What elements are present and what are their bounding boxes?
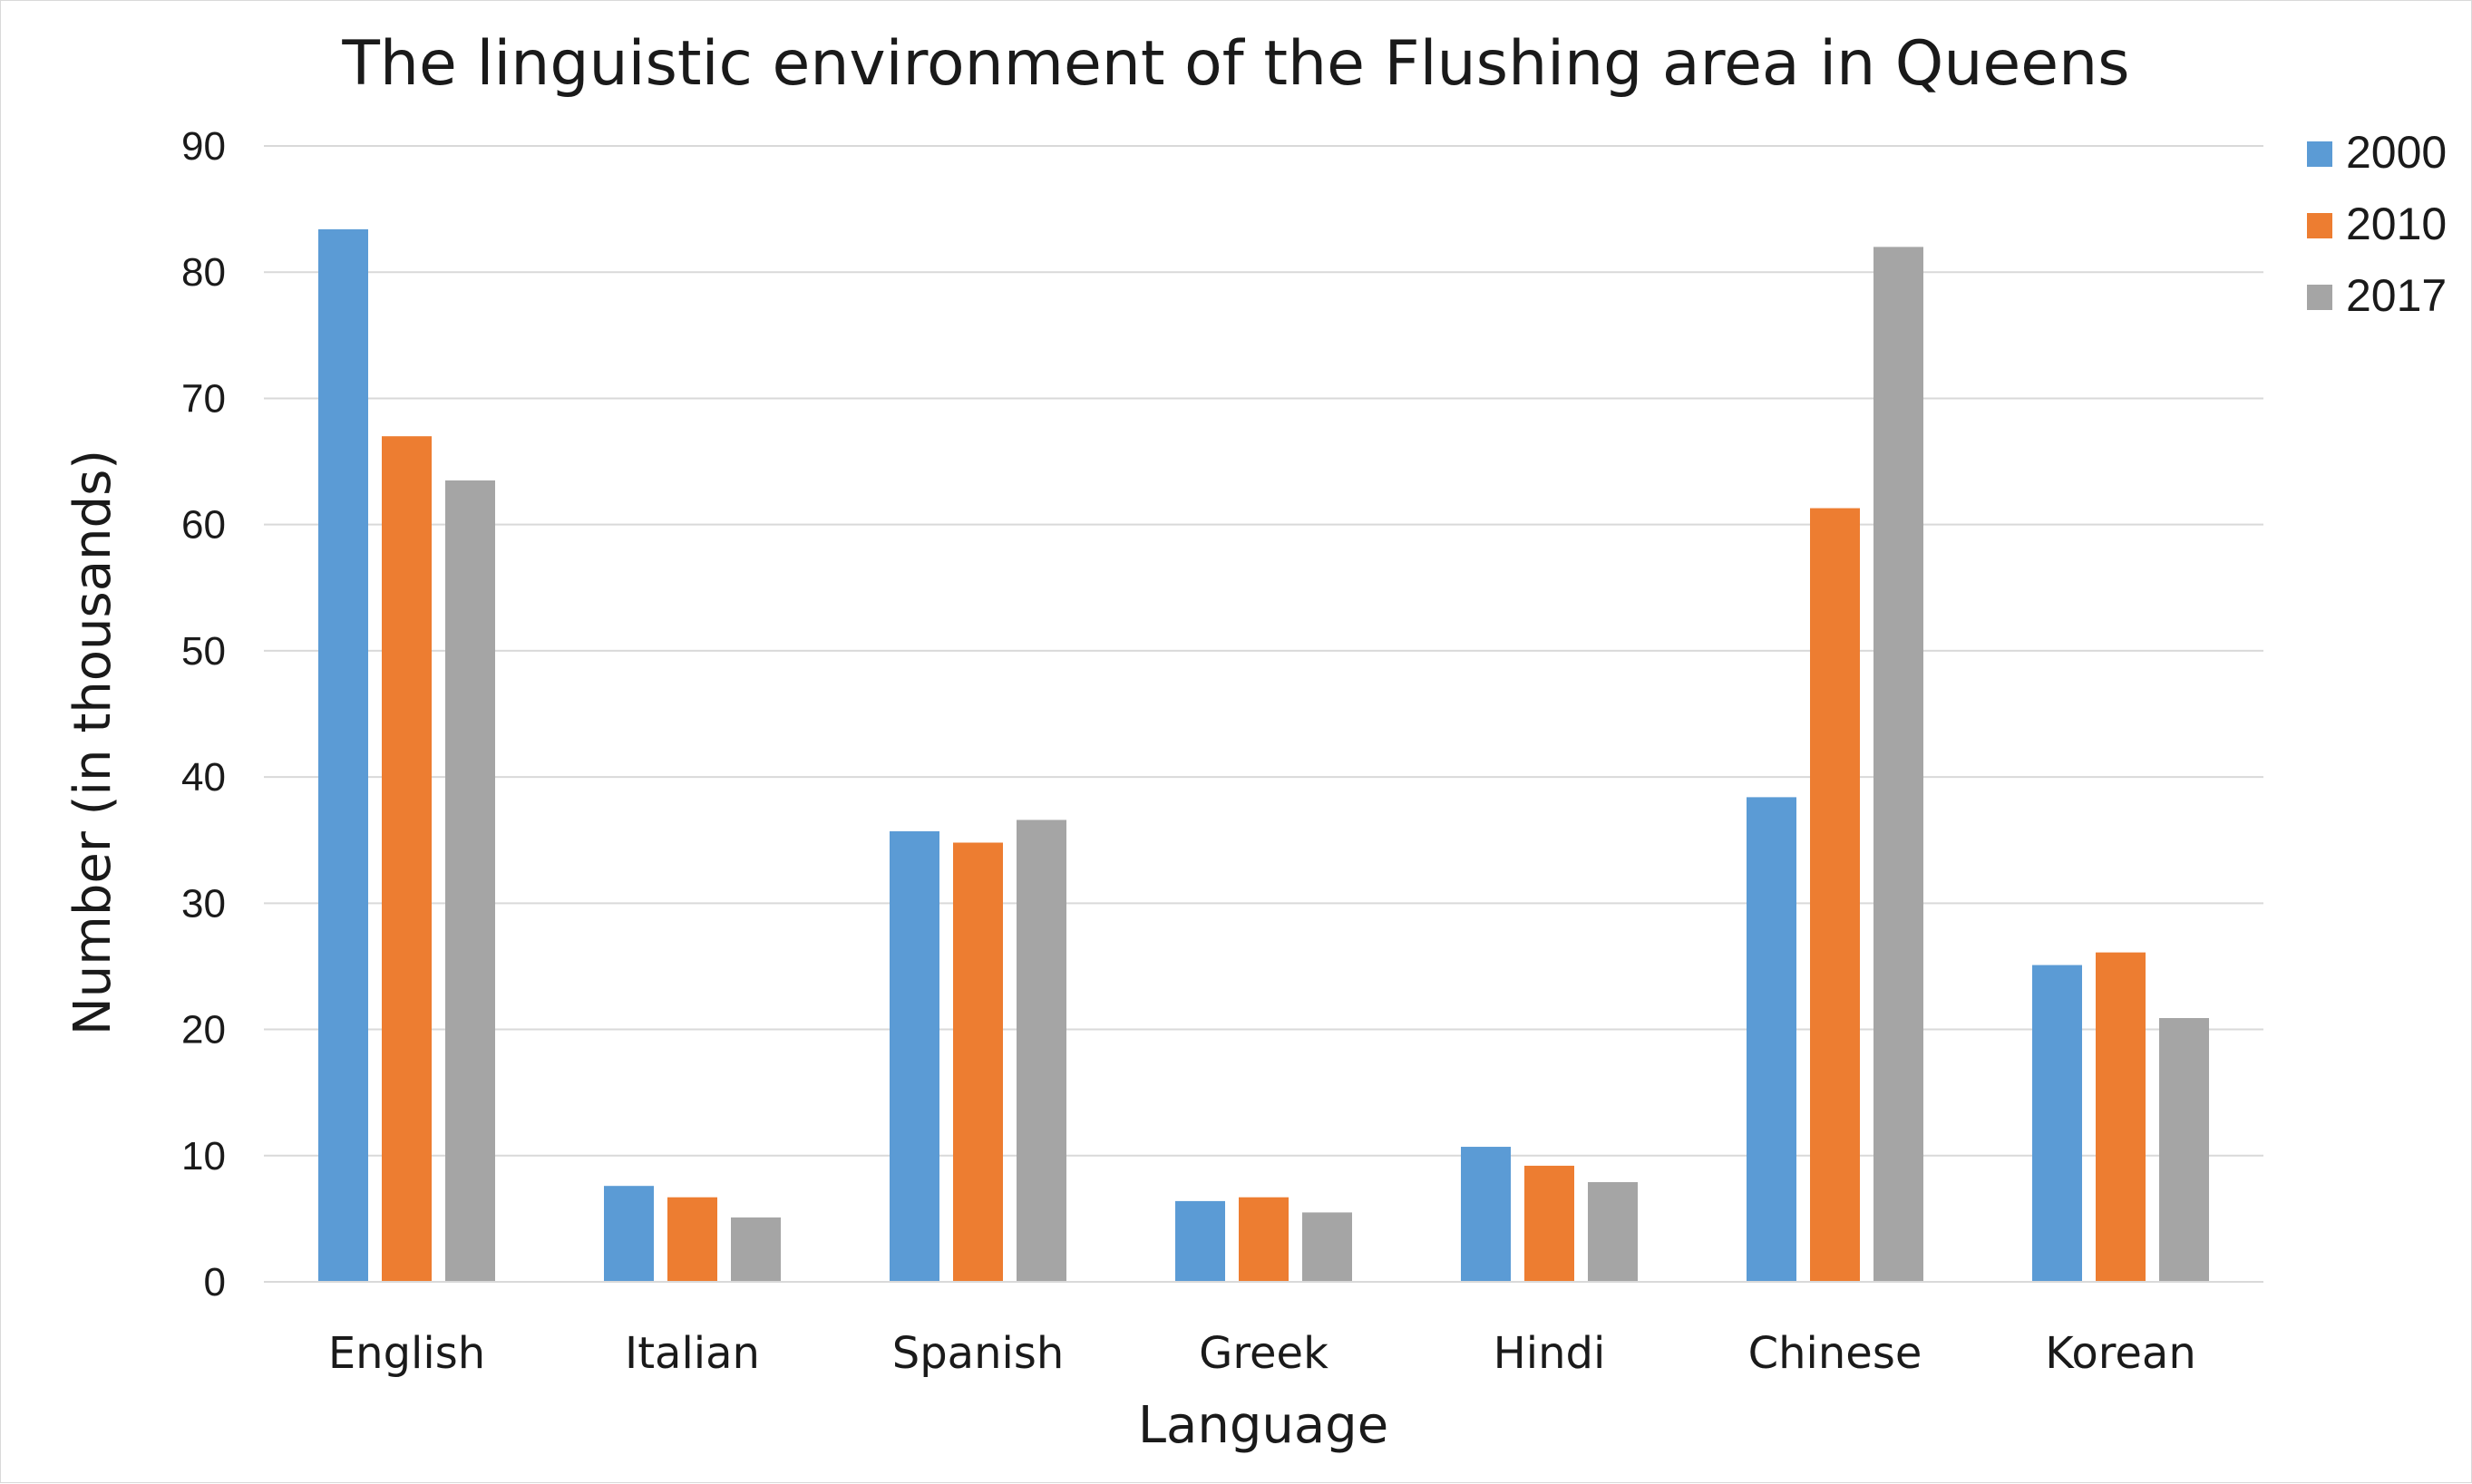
bar-2017-spanish (1017, 820, 1066, 1282)
y-tick-label: 80 (181, 250, 226, 295)
legend: 2000 2010 2017 (2307, 127, 2447, 321)
x-category-label: Chinese (1748, 1328, 1922, 1379)
bar-2017-italian (731, 1217, 781, 1282)
bar-2017-hindi (1588, 1182, 1638, 1282)
y-tick-label: 20 (181, 1008, 226, 1052)
x-category-label: Hindi (1494, 1328, 1606, 1379)
y-axis-ticks: 0 10 20 30 40 50 60 70 80 90 (181, 124, 226, 1305)
gridlines (264, 145, 2263, 1157)
bar-2010-chinese (1810, 508, 1860, 1282)
bar-2017-english (445, 480, 495, 1282)
bar-2000-greek (1175, 1200, 1225, 1282)
y-tick-label: 10 (181, 1134, 226, 1178)
legend-swatch-2017 (2307, 285, 2332, 310)
y-tick-label: 90 (181, 124, 226, 169)
y-tick-label: 70 (181, 376, 226, 421)
y-tick-label: 60 (181, 503, 226, 548)
legend-label: 2000 (2346, 127, 2447, 178)
bar-2010-italian (667, 1197, 717, 1282)
legend-swatch-2000 (2307, 141, 2332, 167)
y-tick-label: 50 (181, 629, 226, 674)
bar-2010-english (382, 436, 432, 1282)
y-axis-title: Number (in thousands) (63, 450, 122, 1035)
chart-title: The linguistic environment of the Flushi… (341, 28, 2129, 100)
legend-label: 2010 (2346, 199, 2447, 249)
bar-2017-chinese (1873, 247, 1923, 1282)
bar-2010-hindi (1524, 1165, 1574, 1282)
bar-2000-hindi (1461, 1147, 1511, 1282)
x-category-label: Spanish (892, 1328, 1065, 1379)
bar-2010-spanish (953, 842, 1003, 1282)
x-category-label: Italian (625, 1328, 760, 1379)
y-tick-label: 30 (181, 881, 226, 926)
legend-label: 2017 (2346, 270, 2447, 321)
bar-2017-greek (1302, 1212, 1352, 1282)
y-tick-label: 0 (204, 1260, 226, 1305)
x-category-label: English (328, 1328, 485, 1379)
bars (318, 228, 2209, 1282)
x-category-label: Korean (2045, 1328, 2196, 1379)
bar-2000-chinese (1747, 797, 1796, 1282)
bar-2010-korean (2096, 952, 2146, 1282)
x-axis-title: Language (1138, 1396, 1388, 1455)
bar-2017-korean (2159, 1018, 2209, 1282)
x-axis-categories: English Italian Spanish Greek Hindi Chinese Ko… (328, 1328, 2196, 1379)
bar-2000-english (318, 228, 368, 1282)
bar-2000-italian (604, 1186, 654, 1282)
bar-2000-korean (2032, 965, 2082, 1282)
bar-2000-spanish (890, 830, 939, 1282)
x-category-label: Greek (1199, 1328, 1328, 1379)
bar-2010-greek (1239, 1197, 1289, 1282)
y-tick-label: 40 (181, 755, 226, 800)
legend-swatch-2010 (2307, 213, 2332, 238)
